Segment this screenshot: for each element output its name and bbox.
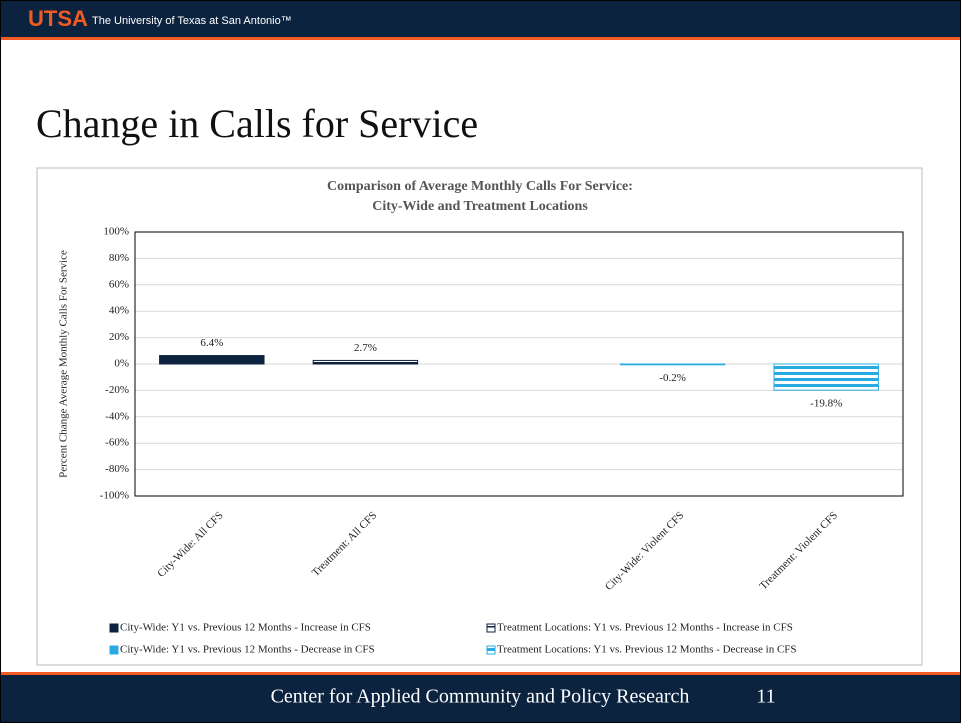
- data-label: -0.2%: [659, 372, 686, 384]
- chart-title: Comparison of Average Monthly Calls For …: [327, 179, 633, 194]
- bar: [159, 355, 265, 365]
- legend-label: Treatment Locations: Y1 vs. Previous 12 …: [497, 622, 793, 634]
- data-label: 6.4%: [200, 337, 223, 349]
- footer-text: Center for Applied Community and Policy …: [271, 686, 690, 708]
- y-tick-label: -80%: [105, 463, 129, 475]
- bar: [312, 359, 419, 365]
- bar: [619, 363, 726, 366]
- y-tick-label: -100%: [100, 490, 129, 502]
- legend-swatch: [109, 623, 119, 633]
- y-tick-label: 60%: [109, 278, 129, 290]
- legend-swatch: [109, 645, 119, 655]
- header-bar: [1, 1, 960, 37]
- chart-subtitle: City-Wide and Treatment Locations: [372, 199, 588, 214]
- y-tick-label: 80%: [109, 252, 129, 264]
- y-tick-label: 40%: [109, 305, 129, 317]
- legend-swatch: [486, 645, 496, 655]
- y-tick-label: 20%: [109, 331, 129, 343]
- page-number: 11: [756, 686, 775, 708]
- footer-rule: [1, 672, 960, 675]
- logo: UTSA: [28, 6, 88, 31]
- header-rule: [1, 37, 960, 40]
- y-axis-label: Percent Change Average Monthly Calls For…: [58, 250, 70, 478]
- plot-area: [134, 231, 904, 497]
- y-tick-label: -20%: [105, 384, 129, 396]
- university-name: The University of Texas at San Antonio™: [92, 15, 292, 27]
- y-tick-label: -40%: [105, 410, 129, 422]
- slide-title: Change in Calls for Service: [36, 101, 478, 146]
- legend-label: Treatment Locations: Y1 vs. Previous 12 …: [497, 644, 797, 656]
- bar: [773, 363, 879, 391]
- data-label: -19.8%: [810, 398, 842, 410]
- y-tick-label: -60%: [105, 437, 129, 449]
- legend-label: City-Wide: Y1 vs. Previous 12 Months - I…: [120, 622, 371, 634]
- footer-bar: [1, 675, 960, 722]
- legend-swatch: [486, 623, 496, 633]
- data-label: 2.7%: [354, 342, 377, 354]
- y-tick-label: 0%: [114, 358, 129, 370]
- y-tick-label: 100%: [103, 226, 129, 238]
- legend-label: City-Wide: Y1 vs. Previous 12 Months - D…: [120, 644, 375, 656]
